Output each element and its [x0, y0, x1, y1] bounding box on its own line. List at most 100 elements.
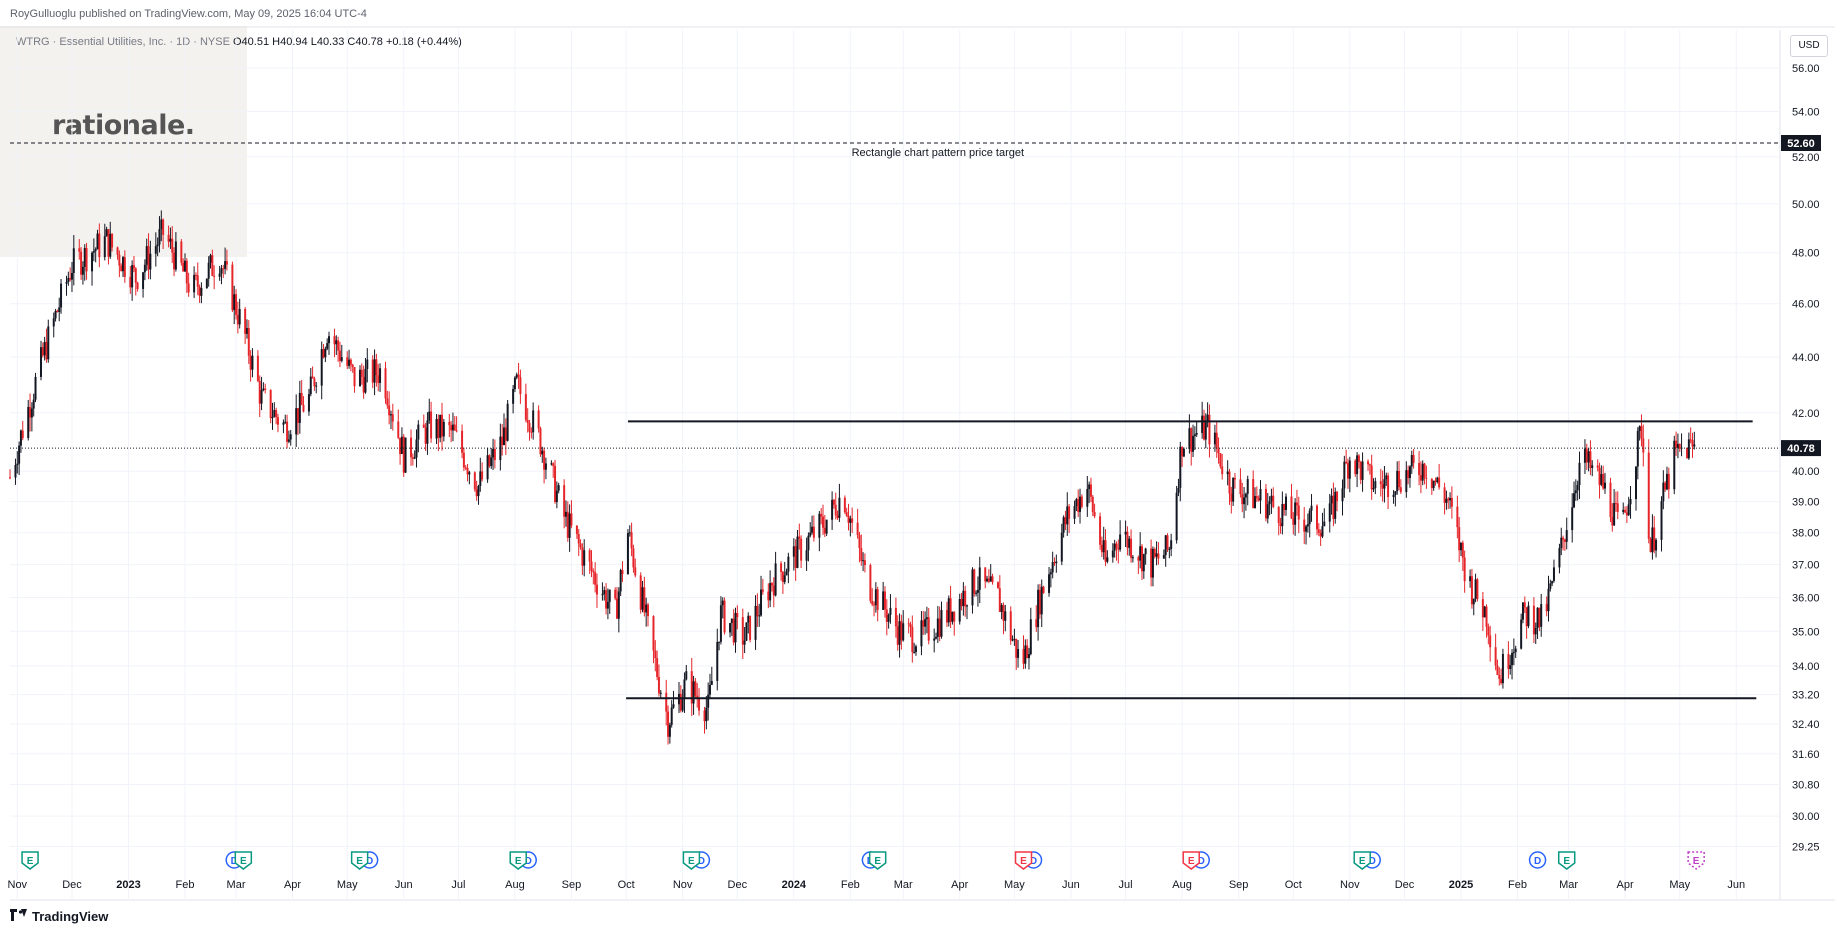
dividend-marker: D — [692, 851, 711, 869]
footer[interactable]: TradingView — [10, 909, 108, 924]
event-letter: D — [698, 856, 705, 867]
y-tick-label: 34.00 — [1792, 661, 1820, 673]
candle-body — [696, 695, 699, 699]
candle-body — [1166, 535, 1169, 550]
currency-button[interactable]: USD — [1790, 35, 1828, 57]
candle-body — [1024, 645, 1027, 664]
candle-body — [1587, 451, 1590, 463]
candle-body — [1201, 415, 1204, 434]
event-letter: D — [867, 856, 874, 867]
candle-body — [464, 467, 467, 469]
candle-body — [515, 374, 518, 378]
candle-body — [665, 692, 668, 712]
candle-body — [1035, 619, 1038, 628]
y-tick-label: 50.00 — [1792, 199, 1820, 211]
candle-body — [754, 605, 757, 640]
candle-body — [16, 463, 19, 465]
y-tick-label: 44.00 — [1792, 352, 1820, 364]
dividend-icon — [1192, 851, 1210, 869]
x-tick-label: Dec — [728, 879, 748, 891]
candle-body — [847, 516, 850, 523]
candle-body — [1011, 639, 1014, 641]
candle-body — [966, 605, 969, 607]
candle-body — [1062, 517, 1065, 533]
x-tick-label: Aug — [505, 879, 525, 891]
candle-body — [911, 626, 914, 653]
candle-body — [1345, 461, 1348, 464]
candle-body — [481, 471, 484, 480]
candle-body — [1009, 611, 1012, 641]
candle-body — [617, 591, 620, 619]
event-letter: D — [1030, 856, 1037, 867]
dividend-marker: D — [861, 851, 880, 869]
candle-body — [220, 268, 223, 274]
x-tick-label: Jun — [395, 879, 413, 891]
candle-body — [539, 428, 542, 455]
candle-body — [654, 650, 657, 659]
candle-body — [1277, 506, 1280, 524]
candle-body — [1193, 434, 1196, 437]
candle-body — [749, 615, 752, 640]
candle-body — [322, 349, 325, 358]
candle-body — [947, 598, 950, 623]
candle-body — [1328, 503, 1331, 522]
candle-body — [987, 578, 990, 582]
candle-body — [1202, 415, 1205, 440]
candle-body — [1279, 523, 1282, 527]
candle-body — [501, 436, 504, 446]
candle-body — [887, 614, 890, 622]
candle-body — [909, 624, 912, 627]
candle-body — [734, 612, 737, 643]
x-tick-label: Sep — [1229, 879, 1249, 891]
candle-body — [1004, 611, 1007, 621]
candle-body — [1447, 498, 1450, 501]
candle-body — [233, 294, 236, 311]
candle-body — [1215, 432, 1218, 449]
candle-body — [1285, 496, 1288, 510]
candle-body — [142, 272, 145, 289]
candle-body — [889, 607, 892, 615]
candle-body — [632, 548, 635, 568]
candle-body — [388, 405, 391, 416]
candle-body — [264, 388, 267, 390]
candle-body — [541, 450, 544, 455]
candle-body — [1354, 460, 1357, 475]
candle-body — [1233, 477, 1236, 480]
last-price-badge — [1781, 440, 1821, 457]
dividend-icon — [360, 851, 379, 869]
candle-body — [1585, 448, 1588, 463]
candle-body — [295, 408, 298, 435]
candle-body — [628, 532, 631, 534]
candle-body — [1257, 498, 1260, 501]
candle-body — [1687, 439, 1690, 459]
candle-body — [1651, 527, 1654, 553]
candle-body — [575, 525, 578, 534]
candle-body — [1290, 496, 1293, 519]
candle-body — [821, 516, 824, 528]
symbol-legend[interactable]: WTRG · Essential Utilities, Inc. · 1D · … — [16, 36, 462, 48]
candle-body — [621, 570, 624, 575]
candle-body — [313, 378, 316, 387]
candle-body — [1068, 506, 1071, 519]
candle-body — [1449, 497, 1452, 501]
candle-body — [851, 518, 854, 523]
candle-body — [298, 392, 301, 423]
candle-body — [1053, 562, 1056, 564]
candle-body — [399, 437, 402, 454]
candle-body — [831, 499, 834, 520]
candle-body — [805, 550, 808, 561]
candle-body — [468, 472, 471, 475]
x-tick-label: Feb — [176, 879, 195, 891]
candle-body — [679, 693, 682, 711]
candle-body — [315, 385, 318, 387]
candle-body — [1113, 543, 1116, 551]
candle-body — [811, 526, 814, 533]
candle-body — [1662, 482, 1665, 502]
candle-body — [1461, 542, 1464, 558]
candle-body — [1418, 463, 1421, 476]
dividend-icon — [225, 851, 243, 869]
candle-body — [736, 612, 739, 618]
candle-body — [938, 618, 941, 637]
candle-body — [643, 587, 646, 613]
